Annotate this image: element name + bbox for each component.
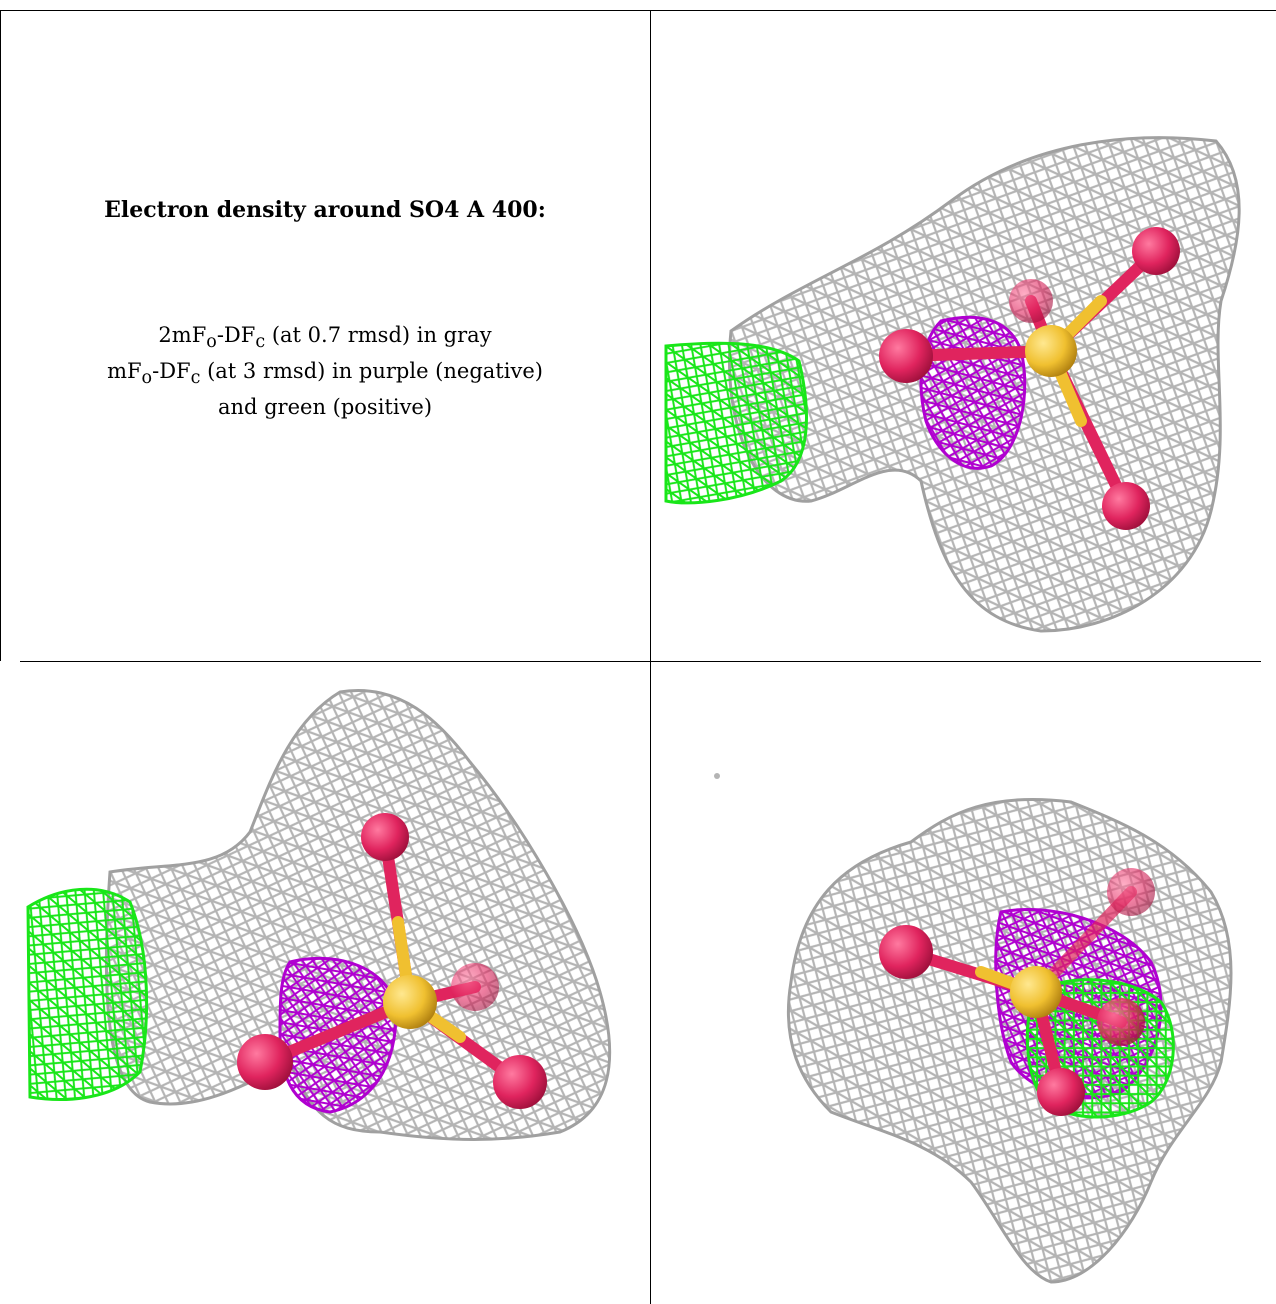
mesh-positive: [26, 887, 149, 1101]
density-view-3: [651, 662, 1276, 1304]
density-view-1: [651, 11, 1276, 661]
mesh-2fofc: [104, 689, 612, 1141]
molecule-render-icon: [714, 773, 1233, 1284]
legend-line-positive: and green (positive): [217, 395, 433, 420]
density-view-2: [0, 662, 650, 1304]
border-center: [650, 10, 651, 1304]
figure-legend: 2mFo-DFc (at 0.7 rmsd) in gray mFo-DFc (…: [0, 321, 650, 422]
molecule-render-icon: [664, 136, 1241, 633]
mesh-positive: [664, 341, 808, 505]
legend-line-2fofc: 2mFo-DFc (at 0.7 rmsd) in gray: [158, 323, 492, 353]
figure-title: Electron density around SO4 A 400:: [104, 197, 546, 223]
border-top: [0, 10, 1276, 11]
border-mid-left: [20, 661, 650, 662]
caption-panel: Electron density around SO4 A 400: 2mFo-…: [0, 11, 650, 661]
molecule-render-icon: [26, 689, 612, 1141]
border-mid-right: [651, 661, 1261, 662]
sulfate-molecule: [879, 868, 1155, 1116]
border-left: [0, 10, 1, 661]
legend-line-fofc: mFo-DFc (at 3 rmsd) in purple (negative): [107, 359, 543, 389]
sulfate-molecule: [879, 227, 1180, 530]
sulfate-molecule: [237, 813, 547, 1109]
